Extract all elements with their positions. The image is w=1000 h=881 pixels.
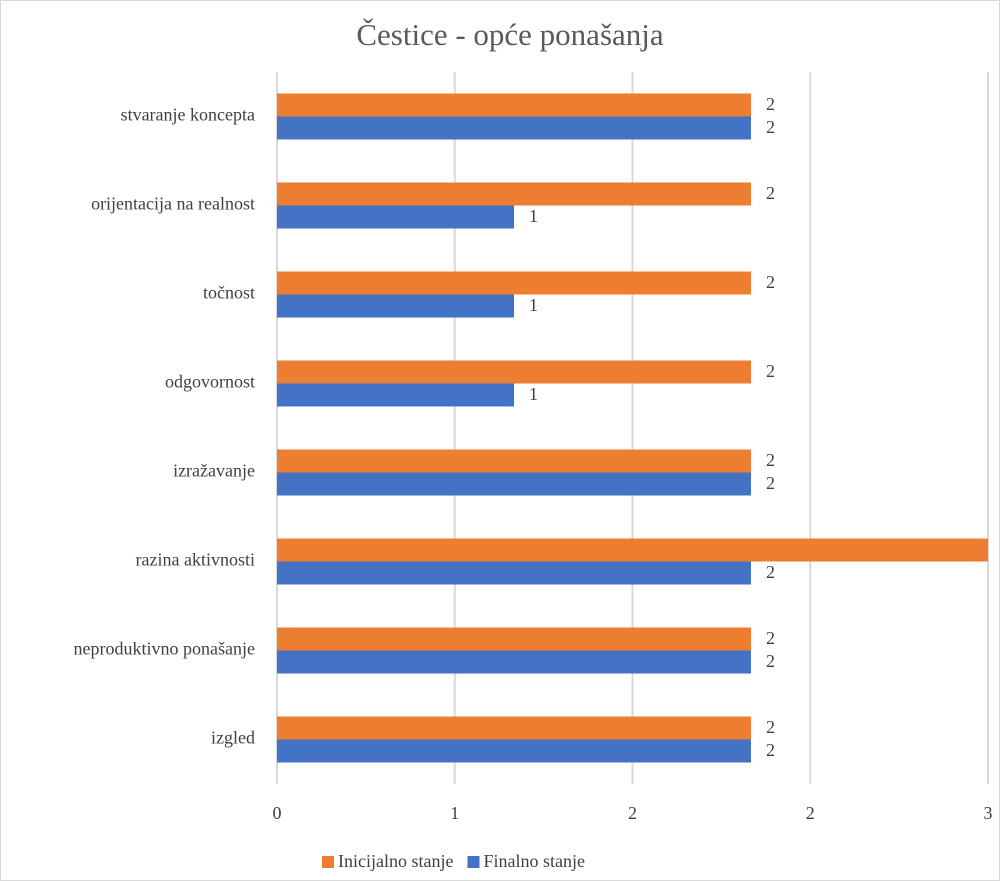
bar: [277, 472, 751, 496]
y-tick-label: izražavanje: [173, 461, 255, 481]
bar: [277, 383, 514, 407]
bar: [277, 182, 751, 206]
x-tick-label: 3: [984, 803, 993, 823]
data-label: 2: [766, 473, 775, 493]
data-label: 1: [529, 384, 538, 404]
x-tick-label: 1: [450, 803, 459, 823]
y-tick-label: točnost: [203, 283, 255, 303]
bar: [277, 627, 751, 651]
bar: [277, 650, 751, 674]
x-tick-label: 2: [628, 803, 637, 823]
bar: [277, 116, 751, 140]
data-label: 2: [766, 628, 775, 648]
data-label: 2: [766, 740, 775, 760]
x-tick-label: 0: [273, 803, 282, 823]
y-tick-label: stvaranje koncepta: [121, 105, 255, 125]
y-tick-label: odgovornost: [165, 372, 255, 392]
bar: [277, 360, 751, 384]
bar: [277, 716, 751, 740]
bar: [277, 538, 988, 562]
bar: [277, 205, 514, 229]
data-label: 2: [766, 117, 775, 137]
data-label: 1: [529, 206, 538, 226]
data-label: 2: [766, 450, 775, 470]
data-label: 2: [766, 562, 775, 582]
data-label: 2: [766, 651, 775, 671]
bar: [277, 271, 751, 295]
bar: [277, 561, 751, 585]
data-label: 1: [529, 295, 538, 315]
legend-swatch: [322, 856, 334, 868]
bar: [277, 739, 751, 763]
data-label: 2: [766, 272, 775, 292]
y-tick-label: neproduktivno ponašanje: [74, 639, 255, 659]
bar: [277, 93, 751, 117]
legend-swatch: [467, 856, 480, 868]
chart-title: Čestice - opće ponašanja: [356, 17, 664, 52]
data-label: 2: [766, 94, 775, 114]
data-label: 2: [766, 717, 775, 737]
data-label: 2: [766, 183, 775, 203]
legend-label: Inicijalno stanje: [338, 851, 453, 871]
bar: [277, 294, 514, 318]
x-tick-label: 2: [806, 803, 815, 823]
y-tick-label: orijentacija na realnost: [91, 194, 255, 214]
data-label: 2: [766, 361, 775, 381]
legend-label: Finalno stanje: [483, 851, 585, 871]
y-tick-label: izgled: [211, 728, 255, 748]
bar: [277, 449, 751, 473]
y-tick-label: razina aktivnosti: [136, 550, 255, 570]
